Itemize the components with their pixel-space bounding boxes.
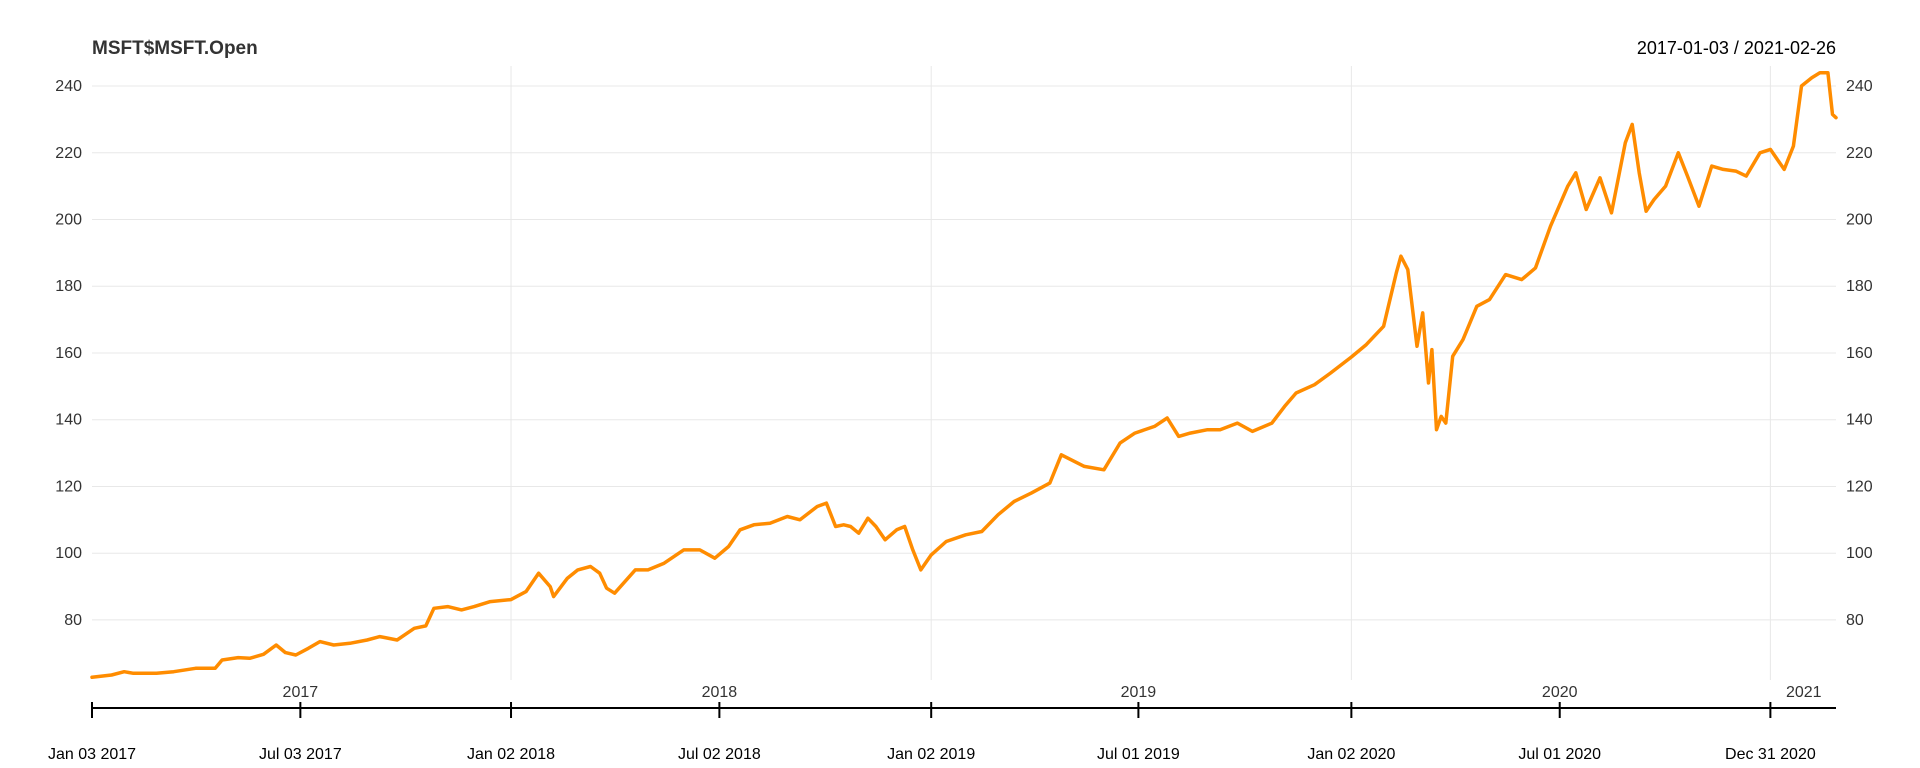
x-axis-ticks xyxy=(91,702,1772,718)
x-date-label: Jul 01 2020 xyxy=(1518,746,1601,763)
y-tick-label-left: 200 xyxy=(55,212,82,229)
horizontal-gridlines xyxy=(92,85,1836,621)
y-tick-label-right: 160 xyxy=(1846,345,1873,362)
x-date-label: Dec 31 2020 xyxy=(1725,746,1816,763)
x-date-label: Jan 03 2017 xyxy=(48,746,136,763)
year-labels: 2017 2018 2019 2020 2021 xyxy=(283,684,1822,701)
chart-title: MSFT$MSFT.Open xyxy=(92,38,258,59)
year-label: 2018 xyxy=(702,684,738,701)
y-tick-label-left: 120 xyxy=(55,478,82,495)
vertical-gridlines xyxy=(510,66,1771,680)
y-tick-label-left: 80 xyxy=(64,612,82,629)
x-date-label: Jul 01 2019 xyxy=(1097,746,1180,763)
series-line-layer xyxy=(90,70,1838,680)
y-tick-label-right: 140 xyxy=(1846,412,1873,429)
year-label: 2020 xyxy=(1542,684,1578,701)
msft-open-series-line xyxy=(90,70,1838,680)
y-tick-label-right: 100 xyxy=(1846,545,1873,562)
year-label: 2017 xyxy=(283,684,319,701)
x-date-label: Jul 03 2017 xyxy=(259,746,342,763)
y-tick-label-left: 240 xyxy=(55,78,82,95)
y-tick-label-left: 140 xyxy=(55,412,82,429)
y-tick-label-left: 220 xyxy=(55,145,82,162)
x-date-label: Jul 02 2018 xyxy=(678,746,761,763)
y-tick-label-right: 80 xyxy=(1846,612,1864,629)
date-range-label: 2017-01-03 / 2021-02-26 xyxy=(1637,38,1836,58)
y-tick-label-left: 100 xyxy=(55,545,82,562)
right-y-axis-labels: 80 100 120 140 160 180 200 220 240 xyxy=(1846,78,1873,629)
y-tick-label-right: 180 xyxy=(1846,278,1873,295)
y-tick-label-right: 120 xyxy=(1846,478,1873,495)
y-tick-label-right: 220 xyxy=(1846,145,1873,162)
y-tick-label-left: 180 xyxy=(55,278,82,295)
y-tick-label-right: 200 xyxy=(1846,212,1873,229)
y-tick-label-left: 160 xyxy=(55,345,82,362)
year-label: 2021 xyxy=(1786,684,1822,701)
y-tick-label-right: 240 xyxy=(1846,78,1873,95)
x-axis-date-labels: Jan 03 2017 Jul 03 2017 Jan 02 2018 Jul 02 … xyxy=(48,746,1816,763)
x-date-label: Jan 02 2020 xyxy=(1307,746,1395,763)
year-label: 2019 xyxy=(1121,684,1157,701)
left-y-axis-labels: 80 100 120 140 160 180 200 220 240 xyxy=(55,78,82,629)
x-date-label: Jan 02 2018 xyxy=(467,746,555,763)
x-date-label: Jan 02 2019 xyxy=(887,746,975,763)
